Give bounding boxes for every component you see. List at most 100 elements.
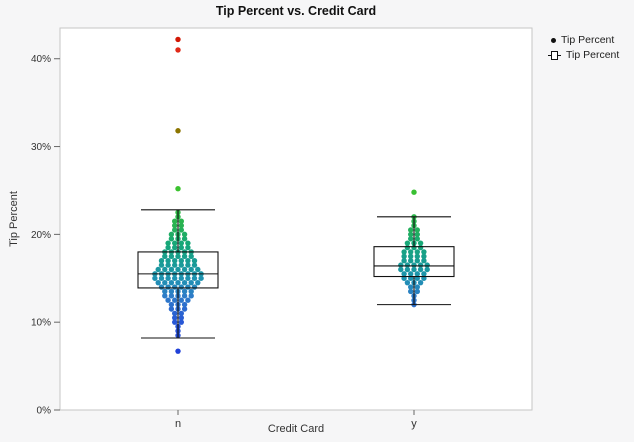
data-point[interactable] [181,306,188,312]
data-point[interactable] [165,258,171,264]
data-point[interactable] [162,253,168,260]
data-point[interactable] [178,275,184,281]
data-point[interactable] [198,275,204,281]
data-point[interactable] [188,266,194,273]
data-point[interactable] [408,271,414,277]
data-point[interactable] [411,266,417,273]
data-point[interactable] [178,240,184,246]
data-point[interactable] [408,227,414,233]
data-point[interactable] [165,275,171,281]
data-point[interactable] [185,258,191,264]
data-point[interactable] [191,258,198,264]
data-point[interactable] [158,284,165,290]
data-point[interactable] [414,258,420,264]
data-point[interactable] [152,275,158,281]
data-point[interactable] [155,279,161,286]
data-point[interactable] [165,244,171,251]
data-point[interactable] [421,253,427,260]
data-point[interactable] [408,284,414,290]
data-point[interactable] [181,279,188,286]
data-point[interactable] [421,271,427,277]
data-point[interactable] [172,315,178,321]
data-point[interactable] [195,266,201,273]
data-point[interactable] [175,279,181,286]
data-point[interactable] [401,249,407,255]
data-point[interactable] [178,297,184,303]
data-point[interactable] [404,240,411,246]
data-point[interactable] [162,293,168,299]
data-point[interactable] [175,186,181,192]
data-point[interactable] [172,218,178,224]
data-point[interactable] [172,222,178,229]
data-point[interactable] [417,279,424,286]
data-point[interactable] [181,231,188,238]
data-point[interactable] [178,310,184,317]
data-point[interactable] [417,240,424,246]
data-point[interactable] [155,266,161,273]
data-point[interactable] [417,262,424,268]
data-point[interactable] [188,288,194,295]
data-point[interactable] [178,258,184,264]
data-point[interactable] [185,284,191,290]
data-point[interactable] [168,266,175,273]
data-point[interactable] [178,284,184,290]
data-point[interactable] [424,262,430,268]
data-point[interactable] [172,258,178,264]
data-point[interactable] [175,348,181,354]
data-point[interactable] [411,262,417,268]
data-point[interactable] [411,189,417,195]
data-point[interactable] [175,47,181,53]
data-point[interactable] [414,236,420,242]
data-point[interactable] [178,319,184,325]
data-point[interactable] [165,240,171,246]
data-point[interactable] [162,279,168,286]
data-point[interactable] [158,262,165,268]
data-point[interactable] [172,319,178,325]
data-point[interactable] [181,288,188,295]
data-point[interactable] [185,244,191,251]
data-point[interactable] [178,315,184,321]
data-point[interactable] [178,227,184,233]
data-point[interactable] [175,128,181,134]
data-point[interactable] [172,240,178,246]
data-point[interactable] [175,36,181,43]
data-point[interactable] [414,288,420,295]
data-point[interactable] [162,266,168,273]
data-point[interactable] [185,262,191,268]
data-point[interactable] [158,275,165,281]
data-point[interactable] [424,266,430,273]
data-point[interactable] [172,227,178,233]
data-point[interactable] [165,284,171,290]
data-point[interactable] [408,288,414,295]
data-point[interactable] [188,253,194,260]
data-point[interactable] [168,306,175,312]
data-point[interactable] [191,262,198,268]
data-point[interactable] [178,262,184,268]
data-point[interactable] [414,284,420,290]
data-point[interactable] [181,293,188,299]
data-point[interactable] [408,236,414,242]
data-point[interactable] [172,275,178,281]
data-point[interactable] [191,284,198,290]
data-point[interactable] [421,249,427,255]
data-point[interactable] [185,297,191,303]
data-point[interactable] [178,222,184,229]
data-point[interactable] [172,244,178,251]
data-point[interactable] [172,284,178,290]
data-point[interactable] [188,293,194,299]
data-point[interactable] [401,253,407,260]
data-point[interactable] [398,262,404,268]
data-point[interactable] [414,231,420,238]
data-point[interactable] [168,301,175,308]
data-point[interactable] [168,253,175,260]
data-point[interactable] [414,271,420,277]
data-point[interactable] [408,231,414,238]
data-point[interactable] [414,249,420,255]
data-point[interactable] [414,253,420,260]
data-point[interactable] [178,244,184,251]
data-point[interactable] [404,266,411,273]
data-point[interactable] [181,253,188,260]
data-point[interactable] [421,258,427,264]
data-point[interactable] [168,288,175,295]
